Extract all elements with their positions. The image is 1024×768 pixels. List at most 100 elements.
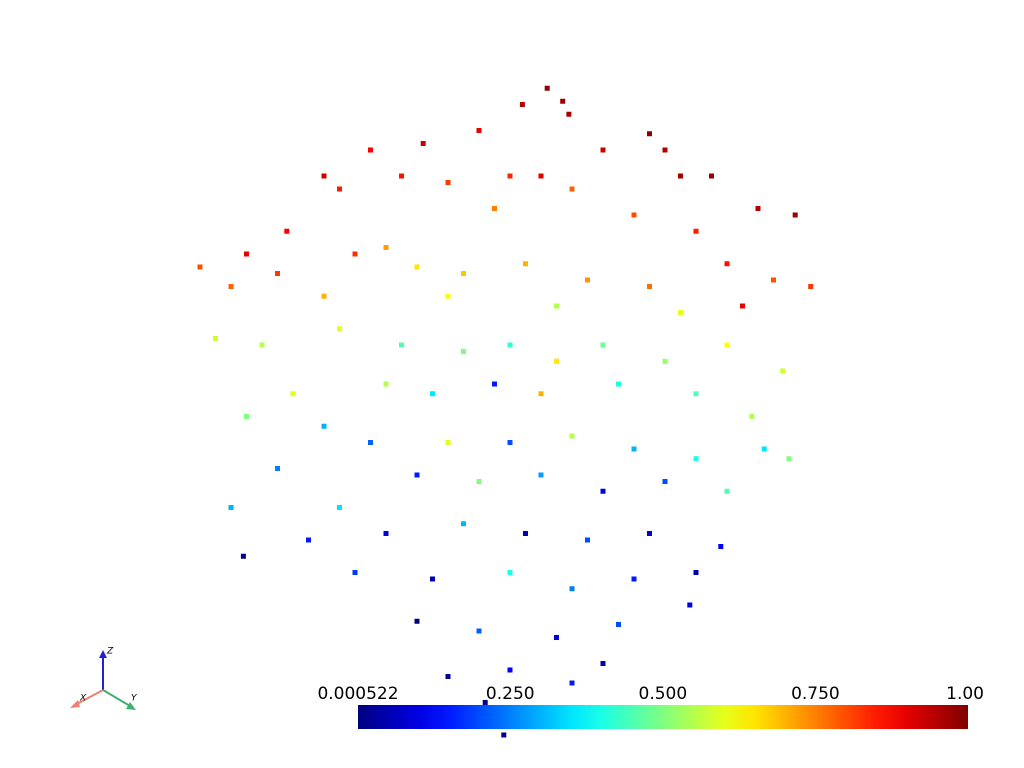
point — [352, 251, 358, 257]
point — [786, 456, 792, 462]
point — [724, 488, 730, 494]
point — [569, 186, 575, 192]
point — [368, 147, 373, 153]
point — [284, 228, 290, 234]
point — [687, 602, 693, 608]
point — [569, 433, 575, 439]
point — [228, 505, 234, 510]
point — [631, 576, 637, 582]
point — [792, 212, 798, 218]
point — [662, 479, 668, 484]
color-bar-tick-label: 0.250 — [486, 684, 535, 704]
point — [507, 173, 513, 179]
point — [718, 544, 724, 549]
color-bar-tick-label: 0.000522 — [317, 684, 398, 704]
orientation-axes: Z X Y — [70, 647, 138, 710]
point — [275, 271, 280, 276]
point — [501, 732, 507, 738]
point — [337, 326, 342, 332]
point — [560, 98, 566, 104]
point — [399, 342, 404, 348]
point — [662, 358, 668, 364]
point — [740, 303, 745, 309]
y-axis — [102, 689, 131, 707]
point — [321, 293, 327, 299]
point — [693, 228, 699, 234]
point — [383, 531, 389, 536]
point — [507, 667, 513, 673]
point — [368, 440, 373, 445]
point — [414, 264, 420, 270]
point — [631, 212, 637, 218]
point-cloud — [197, 85, 814, 738]
point — [476, 128, 482, 133]
point — [647, 531, 652, 536]
color-bar-tick-label: 0.500 — [639, 684, 688, 704]
point — [544, 85, 550, 91]
point — [523, 261, 528, 267]
point — [693, 570, 699, 575]
point — [259, 342, 265, 348]
point — [616, 622, 621, 627]
point — [275, 466, 280, 471]
point — [430, 576, 435, 582]
point — [306, 537, 311, 543]
point — [213, 336, 218, 341]
point — [492, 381, 497, 387]
point — [554, 358, 559, 364]
point — [461, 349, 466, 354]
point — [662, 147, 668, 153]
point — [631, 446, 637, 452]
point — [492, 206, 497, 211]
point — [755, 206, 761, 211]
point — [724, 261, 730, 267]
z-label: Z — [106, 647, 114, 657]
point — [445, 293, 451, 299]
point — [724, 342, 730, 348]
point — [569, 680, 575, 686]
point — [399, 173, 404, 179]
point — [761, 446, 767, 452]
point — [554, 635, 559, 640]
point — [337, 186, 342, 192]
point — [337, 505, 342, 510]
color-bar-tick-label: 0.750 — [791, 684, 840, 704]
point — [523, 531, 528, 536]
point — [678, 173, 683, 179]
point — [321, 423, 327, 429]
point — [647, 131, 652, 137]
point — [600, 488, 606, 494]
point — [240, 553, 246, 559]
point — [566, 111, 572, 117]
color-bar — [358, 705, 968, 729]
point — [290, 391, 296, 397]
point — [749, 414, 755, 419]
point — [476, 479, 482, 484]
point — [445, 674, 451, 679]
point — [244, 251, 249, 257]
point — [600, 661, 606, 666]
point — [507, 440, 513, 445]
point — [780, 368, 786, 374]
point — [600, 342, 606, 348]
point — [519, 102, 525, 107]
point — [538, 391, 544, 397]
point — [228, 284, 234, 289]
point — [414, 618, 420, 624]
point — [507, 570, 513, 575]
point — [554, 303, 559, 309]
z-arrow — [99, 650, 107, 658]
point — [709, 173, 714, 179]
y-label: Y — [131, 694, 138, 704]
point — [647, 284, 652, 289]
point — [321, 173, 327, 179]
point — [678, 310, 683, 315]
point — [507, 342, 513, 348]
point — [482, 700, 488, 705]
x-axis — [74, 689, 104, 706]
point — [461, 521, 466, 527]
point — [538, 472, 544, 478]
point — [352, 570, 358, 575]
point — [244, 414, 249, 419]
